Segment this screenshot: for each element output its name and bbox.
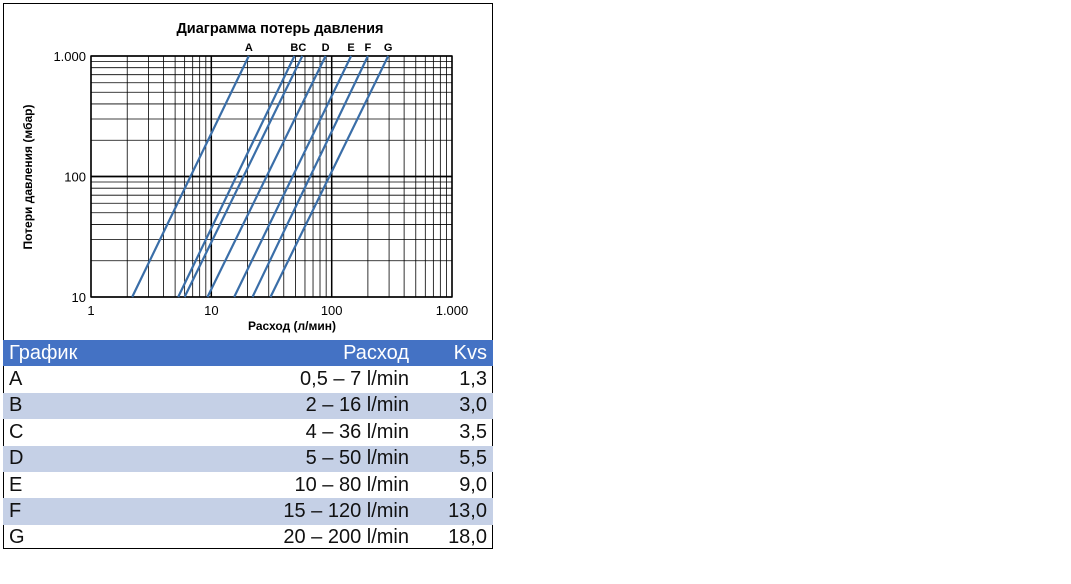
table-cell-kvs: 3,5 (459, 420, 487, 443)
table-cell-chart: D (3, 445, 159, 472)
series-label-A: A (245, 42, 253, 54)
table-cell-chart: График (3, 340, 159, 367)
table-row: A 0,5 – 7 l/min 1,3 (3, 366, 493, 392)
y-axis-label: Потери давления (мбар) (21, 105, 35, 250)
series-line-A (131, 55, 250, 298)
table-cell-chart: A (9, 368, 23, 391)
series-label-E: E (347, 42, 354, 54)
table-cell-kvs: 3,0 (409, 392, 493, 420)
table-cell-chart: G (9, 526, 25, 549)
series-line-D (206, 55, 327, 298)
table-cell-flow: 10 – 80 l/min (294, 473, 409, 496)
pressure-loss-chart: Диаграмма потерь давления 1 10 100 1.000101… (21, 21, 469, 333)
table-row: F 15 – 120 l/min 13,0 (3, 498, 493, 525)
table-cell-kvs: 9,0 (459, 473, 487, 496)
table-row: C 4 – 36 l/min 3,5 (3, 419, 493, 445)
series-label-F: F (365, 42, 372, 54)
flow-table: График Расход Kvs A 0,5 – 7 l/min 1,3 B 2 – 16 … (3, 340, 493, 551)
series-label-G: G (384, 42, 393, 54)
table-cell-chart: B (3, 392, 159, 420)
y-tick-label: 1.000 (53, 49, 86, 64)
table-cell-flow: 2 – 16 l/min (159, 392, 409, 420)
table-cell-kvs: 5,5 (409, 445, 493, 472)
table-cell-kvs: 13,0 (409, 498, 493, 525)
table-row: E 10 – 80 l/min 9,0 (3, 472, 493, 498)
x-tick-label: 10 (204, 303, 218, 318)
series-label-D: D (322, 42, 330, 54)
table-cell-chart: F (3, 498, 159, 525)
table-cell-flow: Расход (159, 340, 409, 367)
series-line-G (269, 55, 390, 298)
table-cell-kvs: 18,0 (448, 526, 487, 549)
table-cell-flow: 20 – 200 l/min (283, 526, 409, 549)
x-axis-label: Расход (л/мин) (248, 319, 336, 333)
table-cell-flow: 0,5 – 7 l/min (300, 368, 409, 391)
table-cell-flow: 5 – 50 l/min (159, 445, 409, 472)
table-cell-chart: C (9, 420, 24, 443)
x-tick-label: 100 (321, 303, 343, 318)
table-cell-kvs: Kvs (409, 340, 493, 367)
table-cell-chart: E (9, 473, 23, 496)
series-line-B (177, 55, 296, 298)
series-label-C: C (298, 42, 306, 54)
x-tick-label: 1 (87, 303, 94, 318)
y-tick-label: 100 (64, 170, 86, 185)
series-line-E (233, 55, 353, 298)
y-tick-label: 10 (72, 290, 86, 305)
table-row: G 20 – 200 l/min 18,0 (3, 525, 493, 551)
x-tick-label: 1.000 (436, 303, 469, 318)
series-label-B: B (290, 42, 298, 54)
series-line-F (251, 55, 369, 298)
table-header-row: График Расход Kvs (3, 340, 493, 367)
chart-title: Диаграмма потерь давления (176, 21, 383, 37)
table-cell-flow: 4 – 36 l/min (305, 420, 409, 443)
series-line-C (183, 55, 304, 298)
table-cell-kvs: 1,3 (459, 368, 487, 391)
table-cell-flow: 15 – 120 l/min (159, 498, 409, 525)
